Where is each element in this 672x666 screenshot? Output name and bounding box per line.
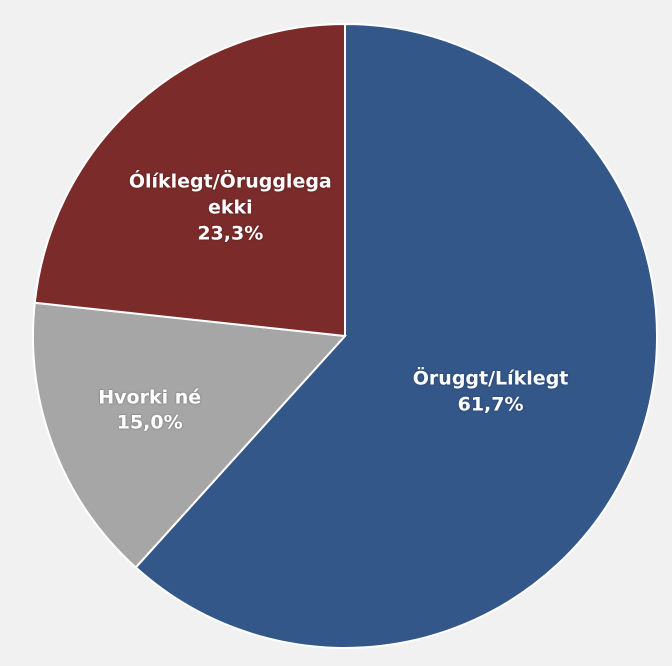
category-label: Hvorki né: [98, 385, 202, 408]
value-label: 15,0%: [116, 411, 183, 434]
category-label: Ólíklegt/Örugglega ekki: [128, 170, 332, 219]
category-label: Öruggt/Líklegt: [412, 367, 569, 390]
slice-label: Öruggt/Líklegt 61,7%: [386, 366, 596, 417]
slice-label: Hvorki né 15,0%: [45, 385, 255, 436]
value-label: 23,3%: [197, 222, 264, 245]
pie-slice: [33, 22, 346, 338]
value-label: 61,7%: [457, 393, 524, 416]
pie-slice: [134, 22, 658, 649]
slice-label: Ólíklegt/Örugglega ekki 23,3%: [125, 170, 335, 247]
pie-slice: [32, 301, 348, 569]
